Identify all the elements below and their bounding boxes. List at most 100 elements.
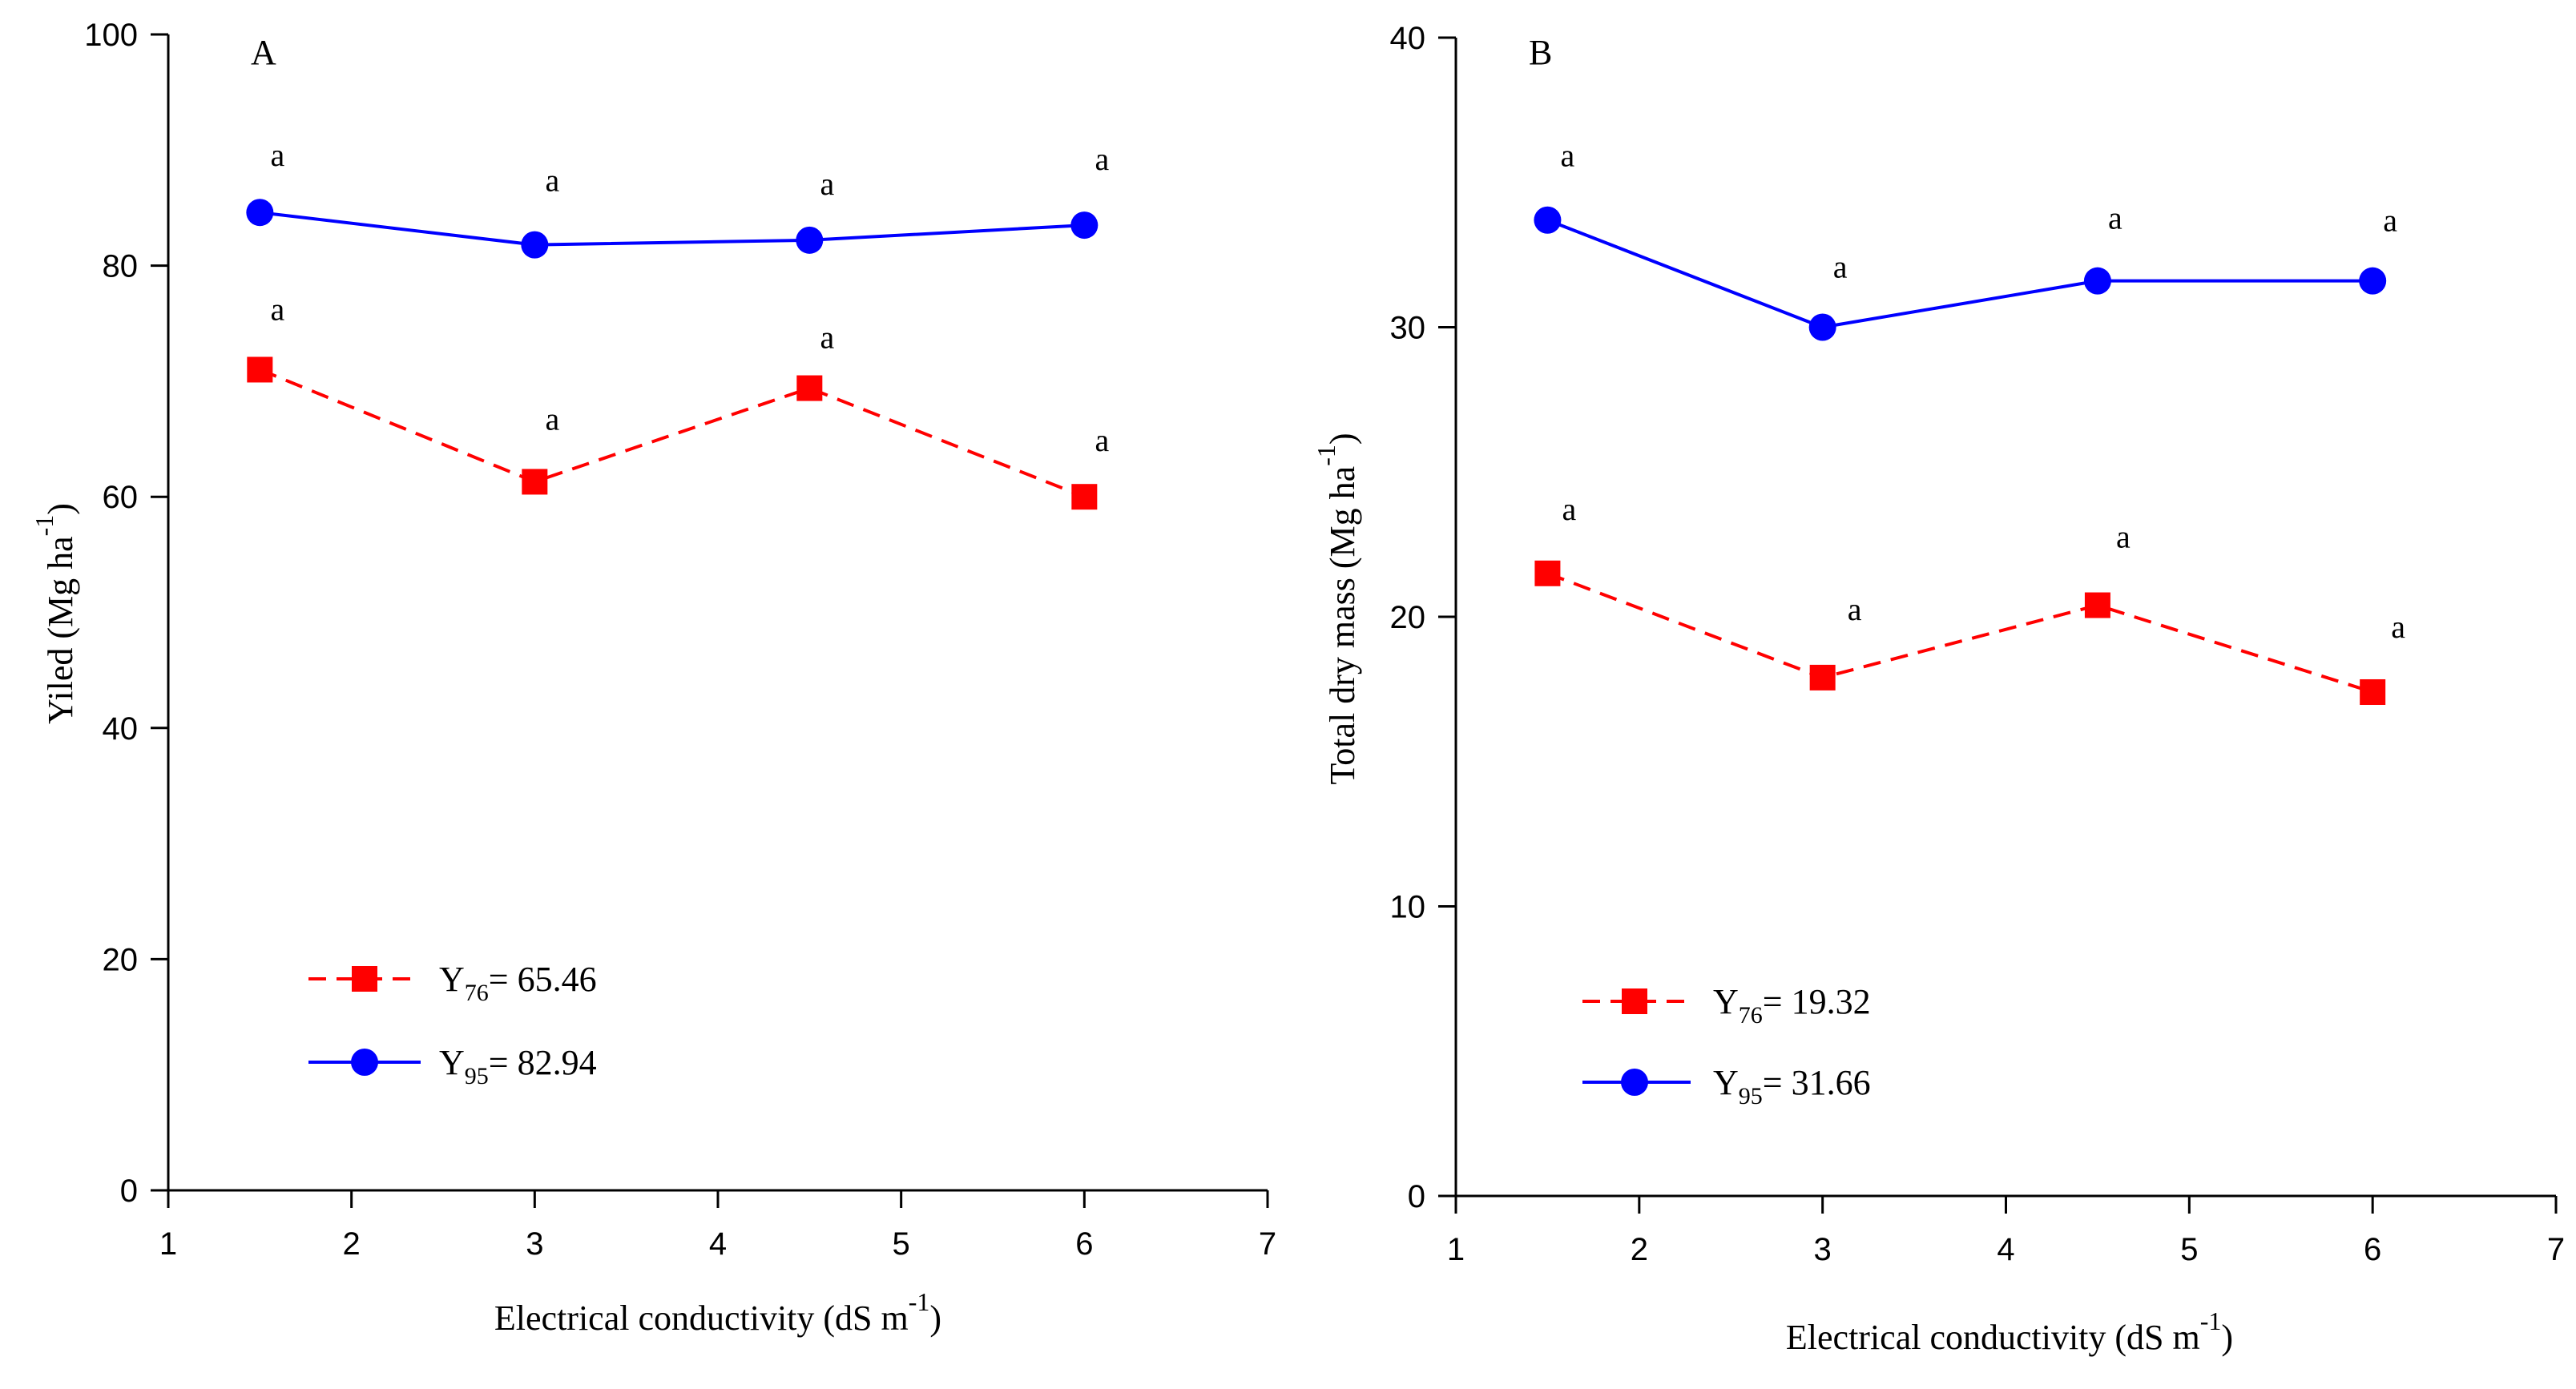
data-point-circle: [1070, 211, 1099, 240]
x-tick-label: 6: [1075, 1226, 1093, 1262]
x-axis-title: Electrical conductivity (dS m-1): [1786, 1306, 2233, 1357]
legend-label-value: = 82.94: [489, 1043, 597, 1082]
x-tick-label: 2: [1631, 1232, 1648, 1267]
significance-letter: a: [2116, 519, 2131, 555]
x-tick-label: 4: [709, 1226, 727, 1262]
legend-label-main: Y: [1713, 1063, 1739, 1102]
legend-marker-circle: [351, 1049, 378, 1076]
series-y76: a a a a: [1534, 491, 2405, 705]
y-axis-title-close: ): [41, 503, 80, 515]
legend-label-value: = 31.66: [1763, 1063, 1871, 1102]
x-tick-label: 2: [343, 1226, 361, 1262]
series-y76: a a a a: [247, 291, 1109, 510]
legend-label-main: Y: [439, 960, 465, 999]
legend-label: Y95= 31.66: [1713, 1063, 1871, 1109]
data-point-square: [2084, 592, 2110, 618]
x-axis-title-main: Electrical conductivity (dS m: [494, 1298, 909, 1338]
x-axis-title-main: Electrical conductivity (dS m: [1786, 1318, 2200, 1357]
legend-entry-y95: Y95= 82.94: [308, 1043, 597, 1089]
significance-letter: a: [1094, 141, 1109, 177]
data-point-circle: [796, 226, 824, 254]
data-point-square: [1071, 484, 1098, 510]
data-point-square: [1809, 664, 1836, 690]
x-tick-label: 6: [2364, 1232, 2381, 1267]
y-tick-label: 40: [1390, 21, 1426, 56]
x-tick-label: 7: [1259, 1226, 1276, 1262]
series-line: [1546, 571, 2373, 694]
data-point-square: [2360, 678, 2386, 705]
significance-letter: a: [545, 401, 559, 437]
y-axis-title-sup: -1: [1312, 445, 1340, 466]
y-axis-title: Yiled (Mg ha-1): [30, 503, 80, 724]
chart-panel-a: 1 2 3 4 5 6 7 0 20 40 60 80 100 A Electrical conductiv…: [30, 18, 1276, 1338]
legend-entry-y76: Y76= 19.32: [1582, 982, 1871, 1029]
x-axis-title-close: ): [2221, 1318, 2233, 1357]
legend-marker-circle: [1621, 1069, 1648, 1096]
significance-letter: a: [1094, 422, 1109, 458]
y-axis-title-main: Yiled (Mg ha: [41, 536, 80, 724]
series-line: [1546, 218, 2373, 329]
y-axis-title-main: Total dry mass (Mg ha: [1323, 466, 1362, 785]
significance-letter: a: [1848, 591, 1862, 627]
y-axis-title: Total dry mass (Mg ha-1): [1312, 433, 1362, 784]
x-axis-title-close: ): [929, 1298, 941, 1338]
x-axis-title-sup: -1: [2200, 1306, 2222, 1335]
legend-label-sub: 76: [465, 980, 489, 1006]
significance-letter: a: [545, 163, 559, 199]
x-tick-label: 3: [1814, 1232, 1832, 1267]
legend-entry-y76: Y76= 65.46: [308, 960, 597, 1006]
series-line: [260, 211, 1085, 247]
data-point-circle: [2083, 267, 2111, 295]
y-axis-title-sup: -1: [30, 515, 58, 537]
y-tick-label: 80: [103, 249, 139, 284]
panel-label: B: [1529, 33, 1552, 72]
data-point-circle: [1534, 206, 1562, 234]
y-tick-label: 20: [1390, 600, 1426, 635]
significance-letter: a: [2108, 200, 2122, 236]
legend-label: Y76= 65.46: [439, 960, 597, 1006]
legend-label-value: = 65.46: [489, 960, 597, 999]
legend-marker-square: [1622, 988, 1647, 1014]
x-tick-label: 1: [159, 1226, 177, 1262]
significance-letter: a: [270, 137, 284, 173]
y-tick-label: 0: [1408, 1179, 1425, 1214]
y-tick-label: 10: [1390, 890, 1426, 925]
y-tick-label: 20: [103, 942, 139, 977]
y-tick-label: 100: [84, 18, 138, 53]
legend-label-main: Y: [1713, 982, 1739, 1021]
x-tick-label: 3: [526, 1226, 543, 1262]
x-tick-label: 1: [1447, 1232, 1465, 1267]
significance-letter: a: [1562, 491, 1577, 527]
significance-letter: a: [270, 291, 284, 327]
x-axis-title-sup: -1: [909, 1287, 930, 1316]
data-point-circle: [521, 231, 549, 259]
panel-label: A: [251, 33, 276, 72]
data-point-square: [522, 469, 548, 495]
significance-letter: a: [820, 320, 834, 356]
legend-label-sub: 76: [1739, 1002, 1763, 1029]
legend-label-main: Y: [439, 1043, 465, 1082]
data-point-square: [1534, 560, 1561, 586]
y-tick-label: 0: [120, 1174, 138, 1209]
data-point-circle: [1808, 313, 1836, 341]
significance-letter: a: [2383, 203, 2397, 239]
x-tick-label: 5: [893, 1226, 910, 1262]
legend-marker-square: [352, 966, 377, 992]
x-tick-label: 4: [1997, 1232, 2014, 1267]
legend-label: Y76= 19.32: [1713, 982, 1871, 1029]
y-tick-label: 40: [103, 711, 139, 747]
x-tick-label: 7: [2547, 1232, 2565, 1267]
significance-letter: a: [1833, 249, 1848, 285]
data-point-square: [796, 375, 823, 401]
y-tick-label: 30: [1390, 311, 1426, 346]
data-point-square: [247, 356, 273, 383]
significance-letter: a: [820, 166, 834, 202]
legend-entry-y95: Y95= 31.66: [1582, 1063, 1871, 1109]
y-tick-label: 60: [103, 480, 139, 515]
chart-panel-b: 1 2 3 4 5 6 7 0 10 20 30 40 B Electrical conductivity…: [1312, 21, 2565, 1357]
data-point-circle: [246, 199, 274, 227]
x-axis-title: Electrical conductivity (dS m-1): [494, 1287, 941, 1338]
legend-label-sub: 95: [465, 1063, 489, 1089]
